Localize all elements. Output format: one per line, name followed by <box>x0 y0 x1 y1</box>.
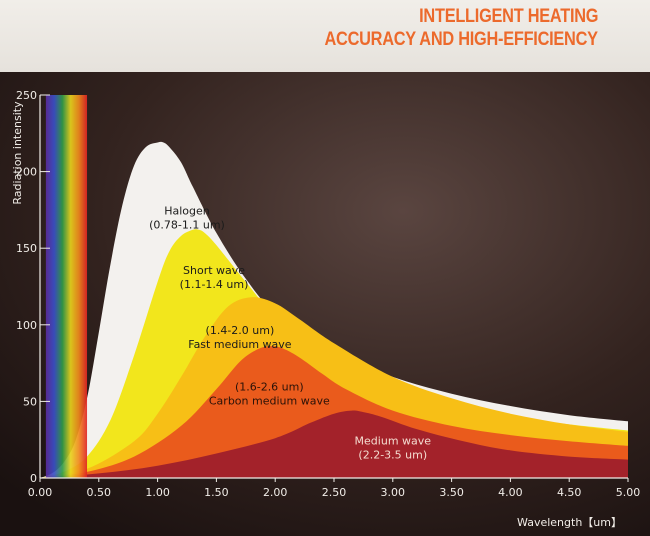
header-title-line-2: ACCURACY AND HIGH-EFFICIENCY <box>324 29 599 50</box>
series-labels: Halogen(0.78-1.1 um) Short wave(1.1-1.4 u… <box>149 204 431 461</box>
y-tick-label: 200 <box>16 166 37 179</box>
x-tick-label: 4.00 <box>498 486 523 499</box>
series-label-line1: (1.4-2.0 um) <box>206 324 275 337</box>
x-tick-label: 3.50 <box>439 486 464 499</box>
series-areas <box>40 141 628 478</box>
chart-axes: 0.00 0.50 1.00 1.50 2.00 2.50 3.00 3.50 4.00 4.50… <box>16 89 640 499</box>
x-tick-label: 1.00 <box>145 486 170 499</box>
x-tick-label: 0.00 <box>28 486 53 499</box>
page-header: INTELLIGENT HEATING ACCURACY AND HIGH-EF… <box>0 0 650 72</box>
y-tick-label: 100 <box>16 319 37 332</box>
series-area-3 <box>40 346 628 478</box>
x-tick-label: 2.50 <box>322 486 347 499</box>
y-tick-label: 150 <box>16 242 37 255</box>
series-label-line1: Halogen <box>164 204 210 217</box>
x-tick-label: 3.00 <box>381 486 406 499</box>
x-tick-label: 2.00 <box>263 486 288 499</box>
y-tick-label: 0 <box>30 472 37 485</box>
x-tick-label: 4.50 <box>557 486 582 499</box>
x-axis-label: Wavelength【um】 <box>517 516 622 529</box>
radiation-spectrum-chart: 0.00 0.50 1.00 1.50 2.00 2.50 3.00 3.50 4.00 4.50… <box>0 72 650 536</box>
y-tick-label: 50 <box>23 395 37 408</box>
series-label-line1: Short wave <box>183 264 245 277</box>
header-title-line-1: INTELLIGENT HEATING <box>418 6 598 27</box>
visible-spectrum-band <box>45 95 88 478</box>
x-tick-label: 0.50 <box>87 486 112 499</box>
y-axis-label: Radiation intensity <box>11 101 24 205</box>
spectrum-band-rect <box>45 95 88 478</box>
series-label-line1: (1.6-2.6 um) <box>235 381 304 394</box>
series-label-line1: Medium wave <box>355 434 432 447</box>
series-label-line2: Fast medium wave <box>188 338 292 351</box>
x-tick-label: 5.00 <box>616 486 641 499</box>
y-tick-label: 250 <box>16 89 37 102</box>
series-area-4 <box>40 410 628 478</box>
series-label-line2: (2.2-3.5 um) <box>358 448 427 461</box>
series-label-line2: Carbon medium wave <box>209 395 330 408</box>
x-tick-label: 1.50 <box>204 486 229 499</box>
series-label-line2: (0.78-1.1 um) <box>149 218 225 231</box>
series-label-line2: (1.1-1.4 um) <box>180 278 249 291</box>
